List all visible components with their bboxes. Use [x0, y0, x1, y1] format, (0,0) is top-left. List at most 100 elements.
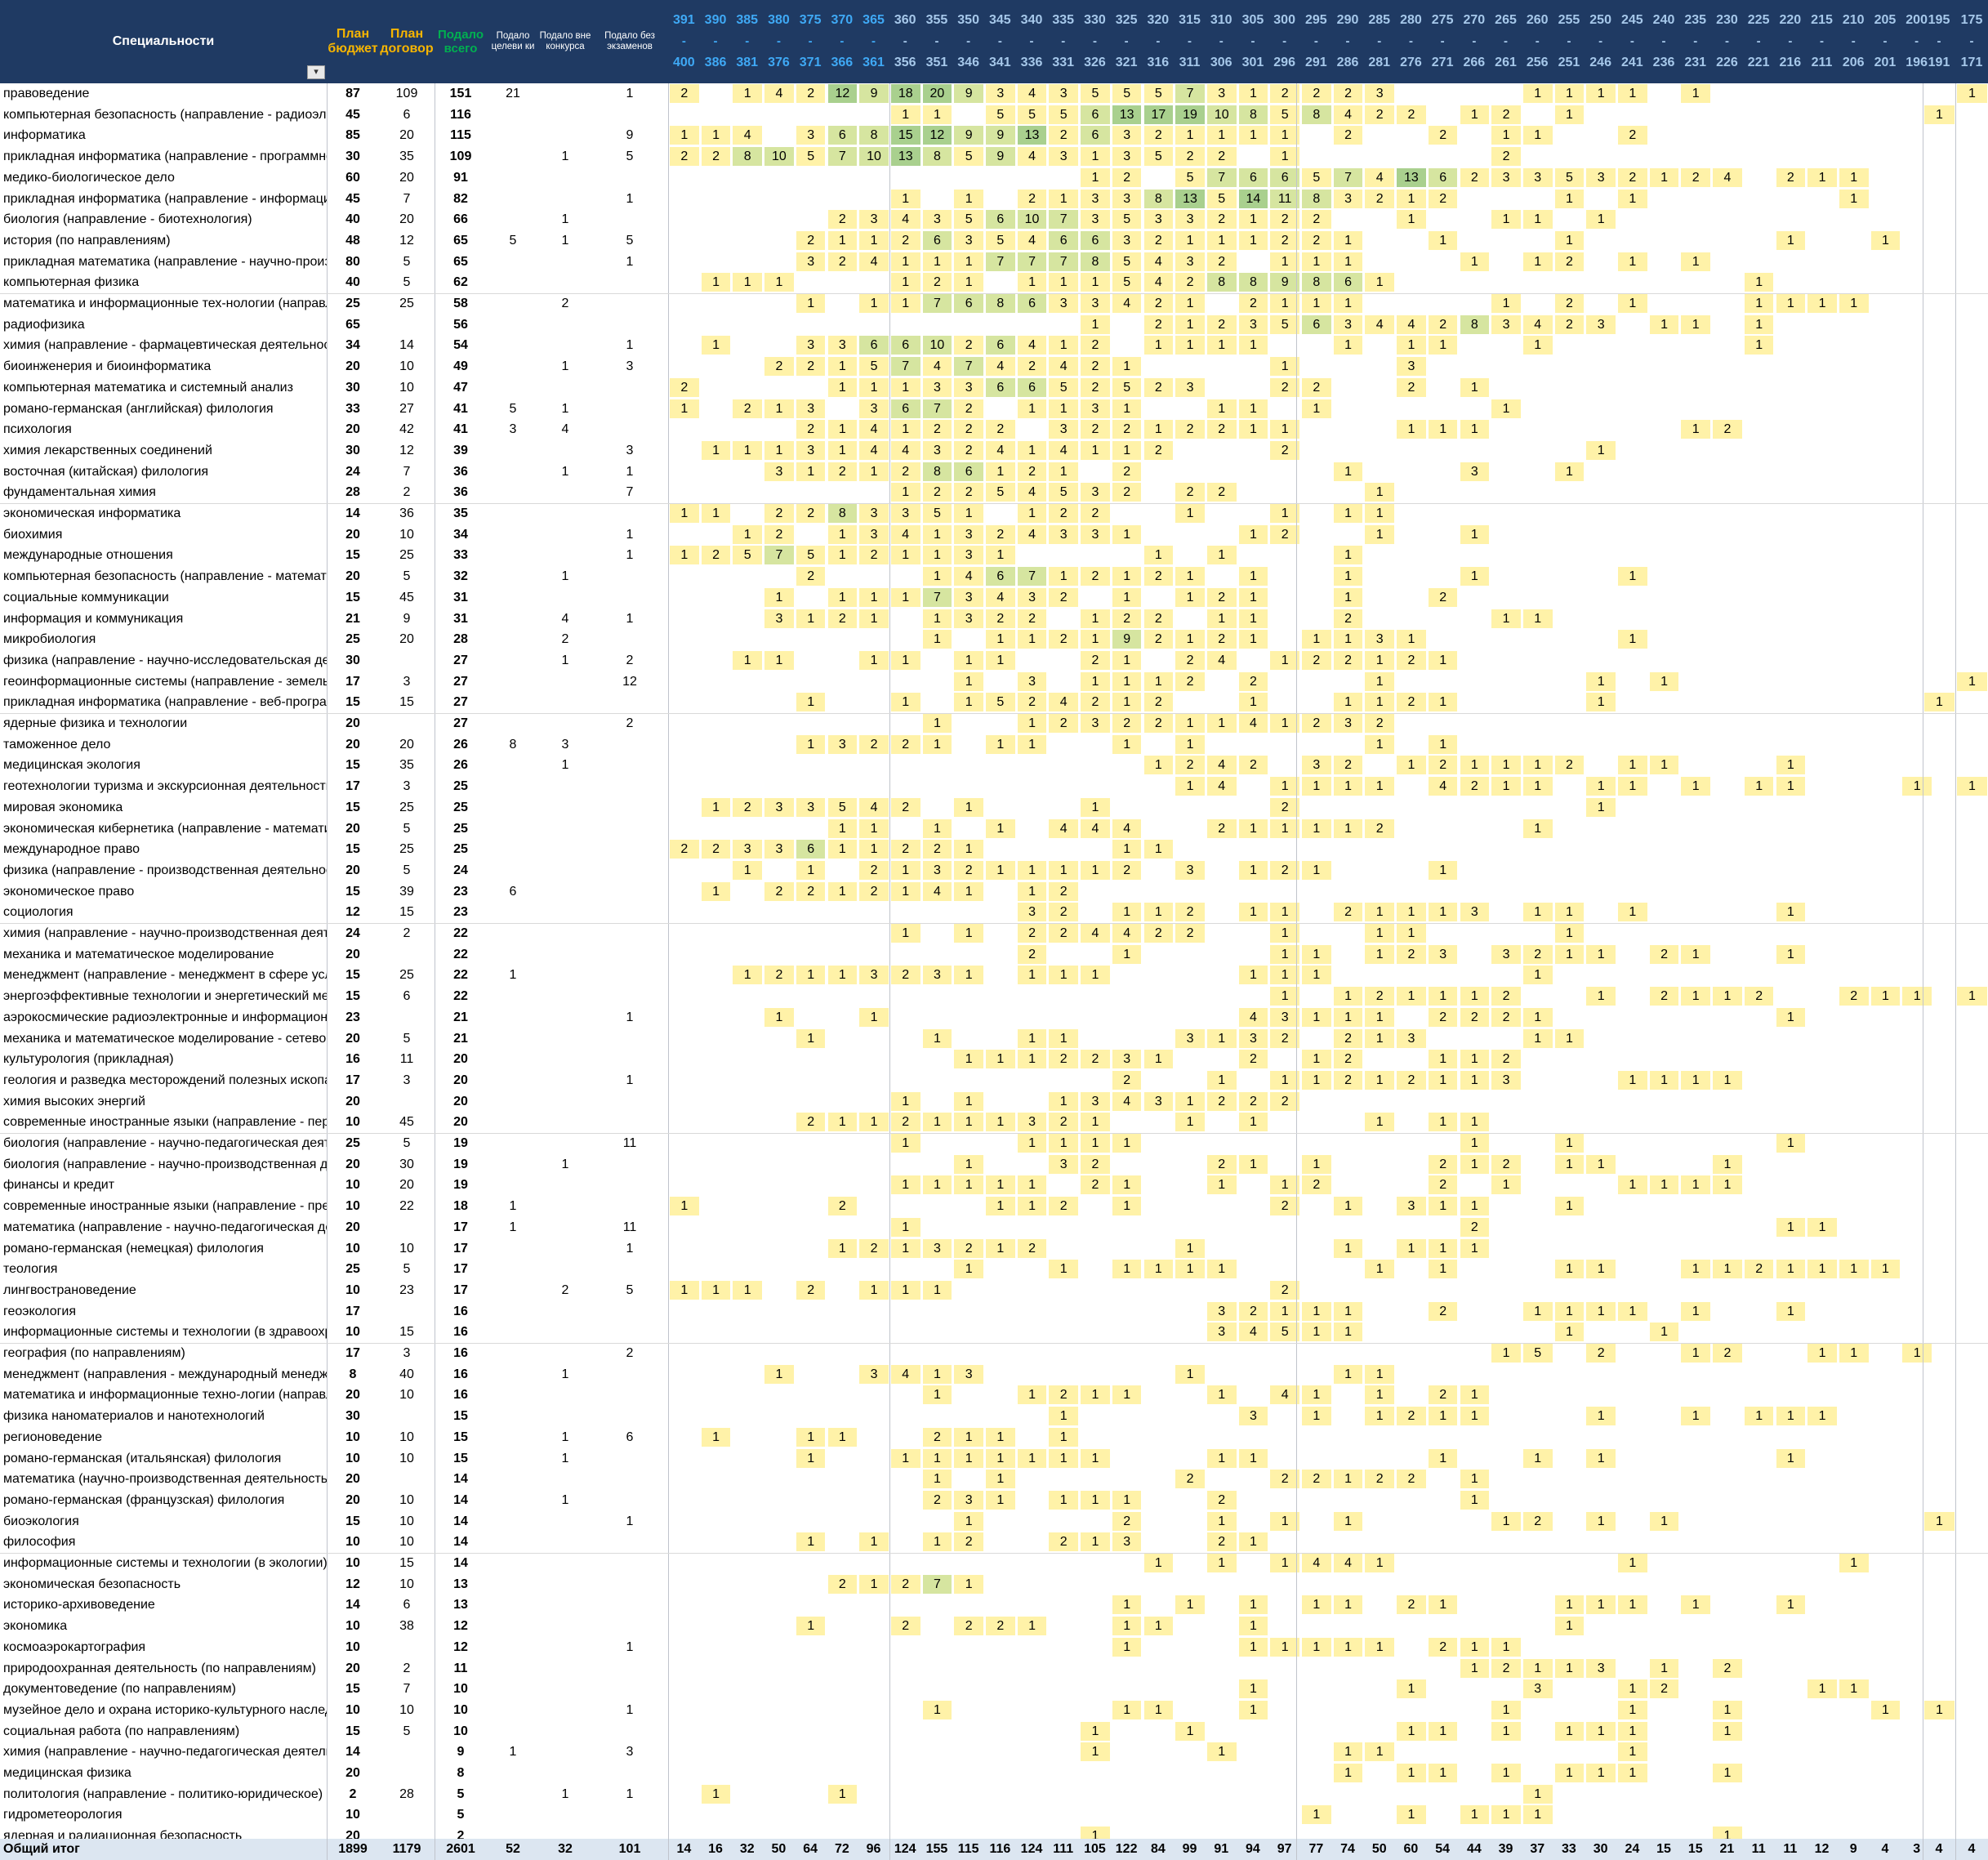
table-row[interactable]: романо-германская (французская) филологи…: [0, 1490, 1988, 1511]
specialty-name[interactable]: математика (научно-производственная деят…: [3, 1472, 327, 1487]
table-row[interactable]: география (по направлениям) 17 3 16 2 1 5 2 1 2 1 1…: [0, 1343, 1988, 1364]
score-range-end[interactable]: 271: [1431, 56, 1454, 69]
score-range-start[interactable]: 391: [672, 13, 695, 27]
table-row[interactable]: прикладная информатика (направление - пр…: [0, 146, 1988, 167]
score-range-start[interactable]: 305: [1241, 13, 1264, 27]
specialty-name[interactable]: медицинская физика: [3, 1766, 131, 1780]
score-range-start[interactable]: 310: [1210, 13, 1232, 27]
specialty-name[interactable]: социальные коммуникации: [3, 590, 169, 604]
specialty-name[interactable]: география (по направлениям): [3, 1346, 185, 1360]
score-range-end[interactable]: 216: [1779, 56, 1802, 69]
score-range-end[interactable]: 196: [1906, 56, 1928, 69]
score-range-start[interactable]: 200: [1906, 13, 1928, 27]
score-range-end[interactable]: 281: [1368, 56, 1391, 69]
score-range-start[interactable]: 365: [863, 13, 885, 27]
header-target[interactable]: Подало целеви ки: [491, 30, 535, 51]
specialty-name[interactable]: химия (направление - научно-педагогическ…: [3, 1745, 327, 1760]
table-row[interactable]: экономическое право 15 39 23 6 1 2 2 1 2 1 4 1 1 2: [0, 881, 1988, 903]
score-range-start[interactable]: 260: [1526, 13, 1549, 27]
score-range-end[interactable]: 286: [1336, 56, 1359, 69]
score-range-end[interactable]: 201: [1874, 56, 1897, 69]
table-row[interactable]: современные иностранные языки (направлен…: [0, 1112, 1988, 1133]
specialty-name[interactable]: компьютерная математика и системный анал…: [3, 380, 293, 395]
table-row[interactable]: документоведение (по направлениям) 15 7 10 1…: [0, 1679, 1988, 1700]
table-row[interactable]: таможенное дело 20 20 26 8 3 1 3 2 2 1 1 1 1 1 1 1: [0, 734, 1988, 756]
table-row[interactable]: информационные системы и технологии (в з…: [0, 1322, 1988, 1343]
specialty-name[interactable]: компьютерная физика: [3, 275, 140, 290]
table-row[interactable]: биология (направление - научно-производс…: [0, 1154, 1988, 1175]
table-row[interactable]: космоаэрокартография 10 12 1 1 1 1 1 1 1 2 1 1: [0, 1637, 1988, 1658]
specialty-name[interactable]: информационные системы и технологии (в з…: [3, 1325, 327, 1340]
score-range-end[interactable]: 206: [1842, 56, 1865, 69]
score-range-end[interactable]: 386: [704, 56, 727, 69]
table-row[interactable]: математика (научно-производственная деят…: [0, 1469, 1988, 1490]
table-row[interactable]: историко-архивоведение 14 6 13 1 1 1 1 1 2 1 1 1 1 1 1: [0, 1595, 1988, 1616]
table-row[interactable]: международные отношения 15 25 33 1 1 2 5 7 5 1 2 1 1 3…: [0, 545, 1988, 566]
score-range-end[interactable]: 361: [863, 56, 885, 69]
specialty-name[interactable]: геология и разведка месторождений полезн…: [3, 1073, 327, 1087]
table-row[interactable]: компьютерная безопасность (направление -…: [0, 566, 1988, 587]
table-row[interactable]: философия 10 10 14 1 1 1 2 2 1 3 2 1: [0, 1532, 1988, 1553]
specialty-name[interactable]: культурология (прикладная): [3, 1052, 174, 1067]
specialty-name[interactable]: современные иностранные языки (направлен…: [3, 1199, 327, 1214]
header-no-exam[interactable]: Подало без экзаменов: [604, 30, 655, 51]
specialty-name[interactable]: информатика: [3, 128, 86, 143]
score-range-end[interactable]: 256: [1526, 56, 1549, 69]
score-range-end[interactable]: 356: [894, 56, 916, 69]
table-row[interactable]: теология 25 5 17 1 1 1 1 1 1 1 1 1 1 1 1 2 1 1 1 1: [0, 1259, 1988, 1280]
table-row[interactable]: правоведение 87 109 151 21 1 2 1 4 2 12 9 18 20 9 3 4 3 5 5…: [0, 83, 1988, 105]
specialty-name[interactable]: гидрометеорология: [3, 1808, 123, 1822]
table-row[interactable]: аэрокосмические радиоэлектронные и инфор…: [0, 1007, 1988, 1028]
specialty-name[interactable]: аэрокосмические радиоэлектронные и инфор…: [3, 1010, 327, 1024]
score-range-end[interactable]: 251: [1558, 56, 1580, 69]
specialty-name[interactable]: регионоведение: [3, 1430, 102, 1444]
score-range-start[interactable]: 285: [1368, 13, 1391, 27]
specialty-name[interactable]: международные отношения: [3, 548, 173, 563]
table-row[interactable]: информация и коммуникация 21 9 31 4 1 3 1 2 1 1 3 2 2…: [0, 609, 1988, 630]
specialty-name[interactable]: политология (направление - политико-юрид…: [3, 1786, 323, 1801]
specialty-name[interactable]: таможенное дело: [3, 737, 111, 752]
score-range-end[interactable]: 306: [1210, 56, 1232, 69]
specialty-name[interactable]: механика и математическое моделирование: [3, 947, 274, 961]
header-no-competition[interactable]: Подало вне конкурса: [539, 30, 591, 51]
specialty-name[interactable]: психология: [3, 422, 72, 437]
score-range-end[interactable]: 321: [1115, 56, 1138, 69]
score-range-end[interactable]: 211: [1811, 56, 1833, 69]
table-row[interactable]: математика (направление - научно-педагог…: [0, 1217, 1988, 1238]
score-range-start[interactable]: 325: [1115, 13, 1138, 27]
table-row[interactable]: геоэкология 17 16 3 2 1 1 1 2 1 1 1 1 1 1: [0, 1301, 1988, 1323]
specialty-name[interactable]: биоэкология: [3, 1514, 79, 1528]
score-range-start[interactable]: 330: [1084, 13, 1106, 27]
specialty-name[interactable]: правоведение: [3, 87, 90, 100]
specialty-name[interactable]: экономическое право: [3, 884, 135, 899]
specialty-name[interactable]: музейное дело и охрана историко-культурн…: [3, 1702, 327, 1717]
score-range-end[interactable]: 371: [799, 56, 822, 69]
score-range-end[interactable]: 346: [957, 56, 979, 69]
specialty-name[interactable]: физика (направление - научно-исследовате…: [3, 653, 327, 667]
filter-dropdown-icon[interactable]: ▾: [307, 65, 325, 79]
table-row[interactable]: компьютерная безопасность (направление -…: [0, 105, 1988, 126]
specialty-name[interactable]: прикладная информатика (направление - ве…: [3, 695, 327, 710]
table-row[interactable]: экономика 10 38 12 1 2 2 2 1 1 1 1 1: [0, 1616, 1988, 1637]
specialty-name[interactable]: космоаэрокартография: [3, 1639, 146, 1654]
score-range-start[interactable]: 210: [1842, 13, 1865, 27]
table-row[interactable]: биохимия 20 10 34 1 1 2 1 3 4 1 3 2 4 3 3 1 1 2 1 1: [0, 524, 1988, 546]
specialty-name[interactable]: медицинская экология: [3, 758, 140, 773]
table-row[interactable]: энергоэффективные технологии и энергетич…: [0, 986, 1988, 1007]
specialty-name[interactable]: экономическая информатика: [3, 506, 181, 520]
score-range-start[interactable]: 390: [704, 13, 727, 27]
score-range-start[interactable]: 240: [1652, 13, 1675, 27]
specialty-name[interactable]: мировая экономика: [3, 800, 123, 814]
specialty-name[interactable]: геотехнологии туризма и экскурсионная де…: [3, 779, 327, 794]
header-plan-contract[interactable]: План договор: [380, 26, 434, 56]
score-range-start[interactable]: 340: [1020, 13, 1043, 27]
score-range-end[interactable]: 341: [988, 56, 1011, 69]
specialty-name[interactable]: химия (направление - фармацевтическая де…: [3, 338, 327, 353]
score-range-start[interactable]: 355: [925, 13, 948, 27]
table-row[interactable]: природоохранная деятельность (по направл…: [0, 1658, 1988, 1679]
score-range-end[interactable]: 191: [1928, 56, 1950, 69]
table-row[interactable]: компьютерная физика 40 5 62 1 1 1 1 2 1 1 1 1 5 4 2 8 8 9 8…: [0, 272, 1988, 293]
specialty-name[interactable]: теология: [3, 1262, 58, 1277]
score-range-start[interactable]: 245: [1620, 13, 1643, 27]
header-total[interactable]: Подало всего: [437, 27, 484, 56]
